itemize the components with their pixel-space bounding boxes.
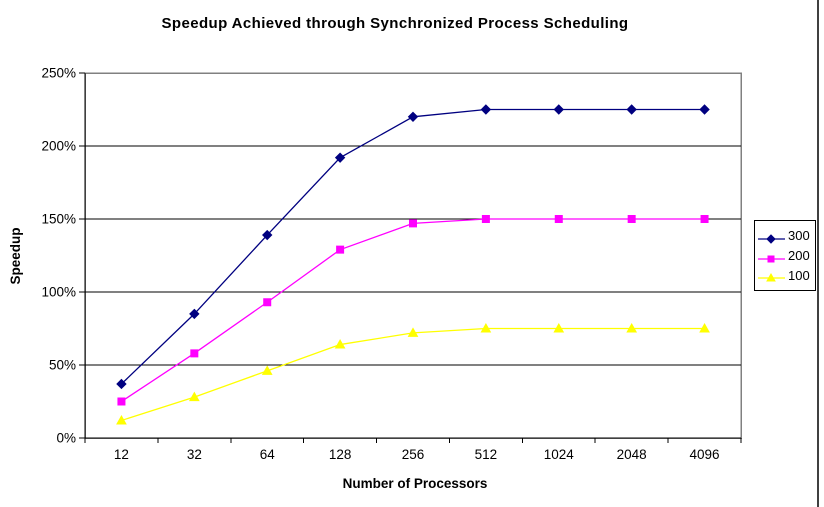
chart-right-border xyxy=(817,0,819,507)
y-tick-label: 250% xyxy=(41,66,76,81)
legend-key-triangle xyxy=(758,273,785,282)
marker-triangle-100 xyxy=(261,365,273,375)
legend-key-marker xyxy=(767,255,775,262)
y-tick-label: 100% xyxy=(41,285,76,300)
x-tick-label: 2048 xyxy=(617,447,647,462)
marker-diamond-300 xyxy=(262,229,273,241)
x-tick-label: 12 xyxy=(114,447,129,462)
marker-diamond-300 xyxy=(626,104,637,115)
legend-key-marker xyxy=(766,273,776,282)
marker-square-200 xyxy=(627,215,636,223)
x-tick-label: 32 xyxy=(187,447,202,462)
marker-diamond-300 xyxy=(553,104,564,115)
legend-square-icon xyxy=(758,251,785,262)
marker-triangle-100 xyxy=(334,339,346,349)
legend-triangle-icon xyxy=(758,270,785,282)
legend-label: 200 xyxy=(788,248,810,263)
plot-border xyxy=(84,72,742,439)
marker-square-200 xyxy=(481,215,490,223)
series-line-100 xyxy=(121,327,705,422)
marker-diamond-300 xyxy=(189,308,200,320)
legend-entry-300: 300 xyxy=(758,228,814,244)
x-tick-label: 512 xyxy=(475,447,498,462)
marker-triangle-100 xyxy=(626,322,638,333)
legend-diamond-icon xyxy=(758,231,785,244)
legend-key-marker xyxy=(766,234,776,244)
y-tick-label: 50% xyxy=(49,358,76,373)
marker-triangle-100 xyxy=(480,322,492,333)
marker-square-200 xyxy=(700,215,709,223)
chart-title: Speedup Achieved through Synchronized Pr… xyxy=(161,15,629,32)
marker-square-200 xyxy=(336,245,345,254)
y-tick-label: 0% xyxy=(56,431,76,446)
marker-triangle-100 xyxy=(116,414,127,425)
marker-triangle-100 xyxy=(553,322,565,333)
marker-diamond-300 xyxy=(334,152,346,163)
legend-entry-100: 100 xyxy=(758,268,814,282)
y-tick-label: 200% xyxy=(41,139,76,154)
legend-label: 100 xyxy=(788,267,810,283)
series-line-200 xyxy=(121,218,705,403)
legend-key-diamond xyxy=(758,234,785,244)
marker-square-200 xyxy=(190,349,199,358)
marker-triangle-100 xyxy=(407,327,419,337)
marker-diamond-300 xyxy=(116,378,127,390)
x-tick-label: 128 xyxy=(329,447,352,462)
marker-triangle-100 xyxy=(188,391,200,402)
marker-diamond-300 xyxy=(480,104,492,115)
marker-diamond-300 xyxy=(407,111,419,123)
legend-entry-200: 200 xyxy=(758,249,814,263)
y-tick-label: 150% xyxy=(41,212,76,227)
marker-diamond-300 xyxy=(699,104,710,115)
marker-triangle-100 xyxy=(699,322,710,333)
x-tick-label: 256 xyxy=(402,447,425,462)
marker-square-200 xyxy=(554,215,563,223)
x-tick-label: 4096 xyxy=(690,447,720,462)
legend: 300 200 100 xyxy=(754,220,816,291)
legend-label: 300 xyxy=(788,228,810,244)
x-axis-title: Number of Processors xyxy=(342,476,488,491)
marker-square-200 xyxy=(263,298,272,307)
legend-key-square xyxy=(758,255,785,262)
marker-square-200 xyxy=(117,397,126,406)
x-tick-label: 1024 xyxy=(544,447,575,462)
marker-square-200 xyxy=(409,219,417,228)
x-tick-label: 64 xyxy=(260,447,276,462)
